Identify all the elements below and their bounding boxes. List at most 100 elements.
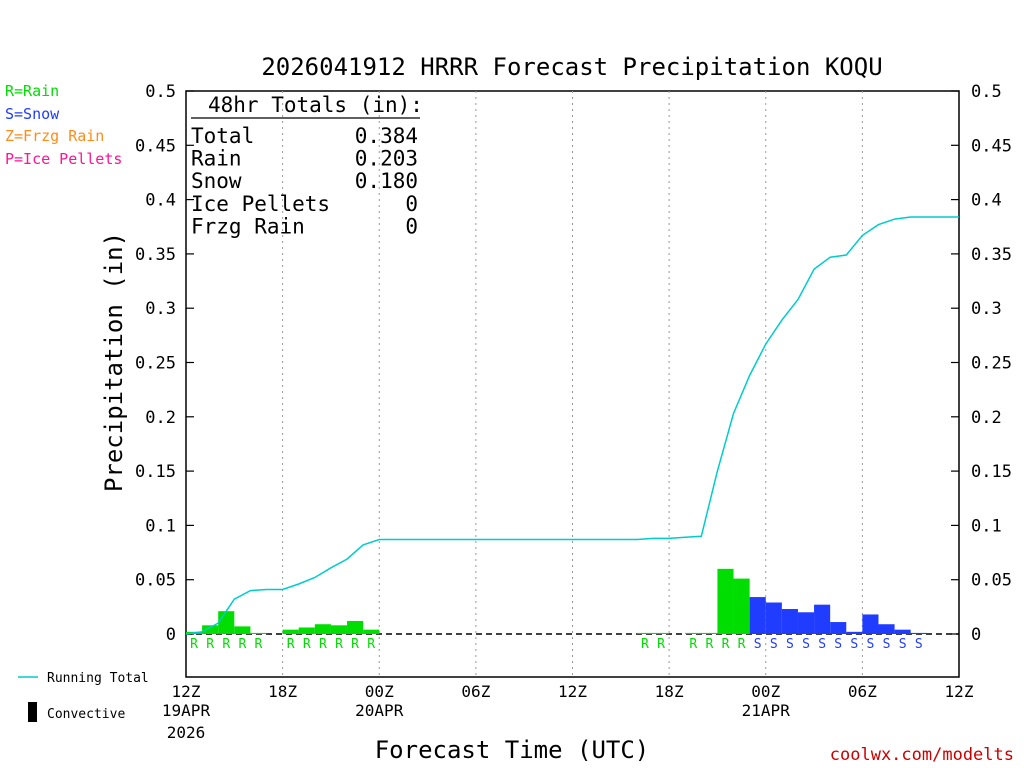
precip-type-code: S xyxy=(850,637,858,652)
precip-type-code: S xyxy=(818,637,826,652)
running-total-line xyxy=(185,216,959,635)
precip-bar xyxy=(685,632,702,634)
legend-convective: Convective xyxy=(47,707,125,722)
precip-bar xyxy=(878,624,895,634)
y-tick-label-right: 0.45 xyxy=(971,136,1012,156)
precip-type-code: S xyxy=(915,637,923,652)
totals-value: 0.180 xyxy=(355,169,418,193)
precip-type-code: R xyxy=(287,637,295,652)
totals-value: 0 xyxy=(405,214,418,238)
y-tick-label-left: 0.3 xyxy=(145,299,176,319)
y-tick-label-right: 0.1 xyxy=(971,516,1002,536)
x-tick-date: 20APR xyxy=(355,701,404,720)
y-axis-label: Precipitation (in) xyxy=(100,232,128,492)
y-tick-label-right: 0.25 xyxy=(971,354,1012,374)
precip-bar xyxy=(636,632,654,634)
legend-snow: S=Snow xyxy=(5,105,60,123)
hourly-bars xyxy=(186,568,927,634)
x-tick-label: 00Z xyxy=(365,682,394,701)
precip-bar xyxy=(218,611,235,634)
y-tick-label-right: 0.3 xyxy=(971,299,1002,319)
legend-ice-pellets: P=Ice Pellets xyxy=(5,150,122,168)
y-tick-label-left: 0.5 xyxy=(145,82,176,102)
y-tick-label-right: 0 xyxy=(971,625,981,645)
precip-type-code: R xyxy=(705,637,713,652)
x-tick-label: 12Z xyxy=(172,682,201,701)
y-tick-label-left: 0.35 xyxy=(135,245,176,265)
precip-type-code: S xyxy=(899,637,907,652)
precip-bar xyxy=(717,568,734,634)
y-tick-label-right: 0.2 xyxy=(971,408,1002,428)
precip-type-code: R xyxy=(206,637,214,652)
x-tick-label: 00Z xyxy=(751,682,780,701)
y-tick-label-left: 0.15 xyxy=(135,462,176,482)
y-tick-label-right: 0.4 xyxy=(971,191,1002,211)
y-tick-label-right: 0.05 xyxy=(971,571,1012,591)
y-tick-label-right: 0.35 xyxy=(971,245,1012,265)
x-axis-label: Forecast Time (UTC) xyxy=(375,736,650,764)
totals-label: Snow xyxy=(191,169,242,193)
precip-bar xyxy=(347,620,364,634)
legend-frzg-rain: Z=Frzg Rain xyxy=(5,127,104,145)
x-tick-label: 12Z xyxy=(945,682,974,701)
precip-bar xyxy=(653,632,670,634)
credit-link[interactable]: coolwx.com/modelts xyxy=(830,745,1014,765)
legend-rain: R=Rain xyxy=(5,82,59,100)
precip-type-code: S xyxy=(867,637,875,652)
precip-bar xyxy=(250,632,267,634)
precip-bar xyxy=(797,612,815,634)
precip-bar xyxy=(814,604,831,634)
totals-label: Total xyxy=(191,124,254,148)
precip-bar xyxy=(330,625,348,634)
totals-label: Frzg Rain xyxy=(191,214,305,238)
precip-type-code: R xyxy=(722,637,730,652)
precip-type-code: S xyxy=(802,637,810,652)
totals-value: 0 xyxy=(405,192,418,216)
chart-title: 2026041912 HRRR Forecast Precipitation K… xyxy=(261,53,882,81)
precip-type-code: S xyxy=(883,637,891,652)
legend-running-total: Running Total xyxy=(47,671,149,686)
precip-bar xyxy=(314,624,331,634)
x-tick-label: 18Z xyxy=(268,682,297,701)
y-tick-label-left: 0.45 xyxy=(135,136,176,156)
precip-bar xyxy=(733,578,750,634)
y-axis-left: 0 0.05 0.1 0.15 0.2 0.25 0.3 0.35 0.4 0.45 0.5 xyxy=(135,82,194,645)
precip-bar xyxy=(781,609,798,634)
precip-bar xyxy=(202,625,219,634)
precip-type-code: R xyxy=(222,637,230,652)
precip-bar xyxy=(749,597,766,634)
precip-type-code: R xyxy=(367,637,375,652)
totals-value: 0.384 xyxy=(355,124,418,148)
y-tick-label-left: 0.25 xyxy=(135,354,176,374)
y-tick-label-left: 0.05 xyxy=(135,571,176,591)
precip-bar xyxy=(830,622,847,634)
totals-label: Ice Pellets xyxy=(191,192,330,216)
precip-type-code: R xyxy=(303,637,311,652)
vertical-gridlines xyxy=(282,91,863,677)
precip-bar xyxy=(701,632,718,634)
precip-bar xyxy=(234,626,251,634)
precip-bar xyxy=(298,627,315,634)
precip-type-code: R xyxy=(319,637,327,652)
precip-type-code: S xyxy=(786,637,794,652)
totals-table: Total 0.384 Rain 0.203 Snow 0.180 Ice Pellets 0… xyxy=(191,124,418,238)
precip-bar xyxy=(862,614,879,634)
y-tick-label-left: 0 xyxy=(166,625,176,645)
precip-bar xyxy=(894,629,911,634)
x-tick-year: 2026 xyxy=(167,723,206,742)
x-tick-label: 06Z xyxy=(848,682,877,701)
precip-bar xyxy=(765,602,782,634)
x-tick-label: 18Z xyxy=(655,682,684,701)
totals-value: 0.203 xyxy=(355,147,418,171)
x-tick-label: 06Z xyxy=(461,682,490,701)
precip-type-code: R xyxy=(255,637,263,652)
legend-convective-swatch xyxy=(28,702,37,722)
x-tick-date: 21APR xyxy=(742,701,791,720)
precip-type-code: R xyxy=(657,637,665,652)
totals-label: Rain xyxy=(191,147,242,171)
precip-type-code: S xyxy=(834,637,842,652)
precip-type-code: R xyxy=(351,637,359,652)
y-tick-label-right: 0.5 xyxy=(971,82,1002,102)
